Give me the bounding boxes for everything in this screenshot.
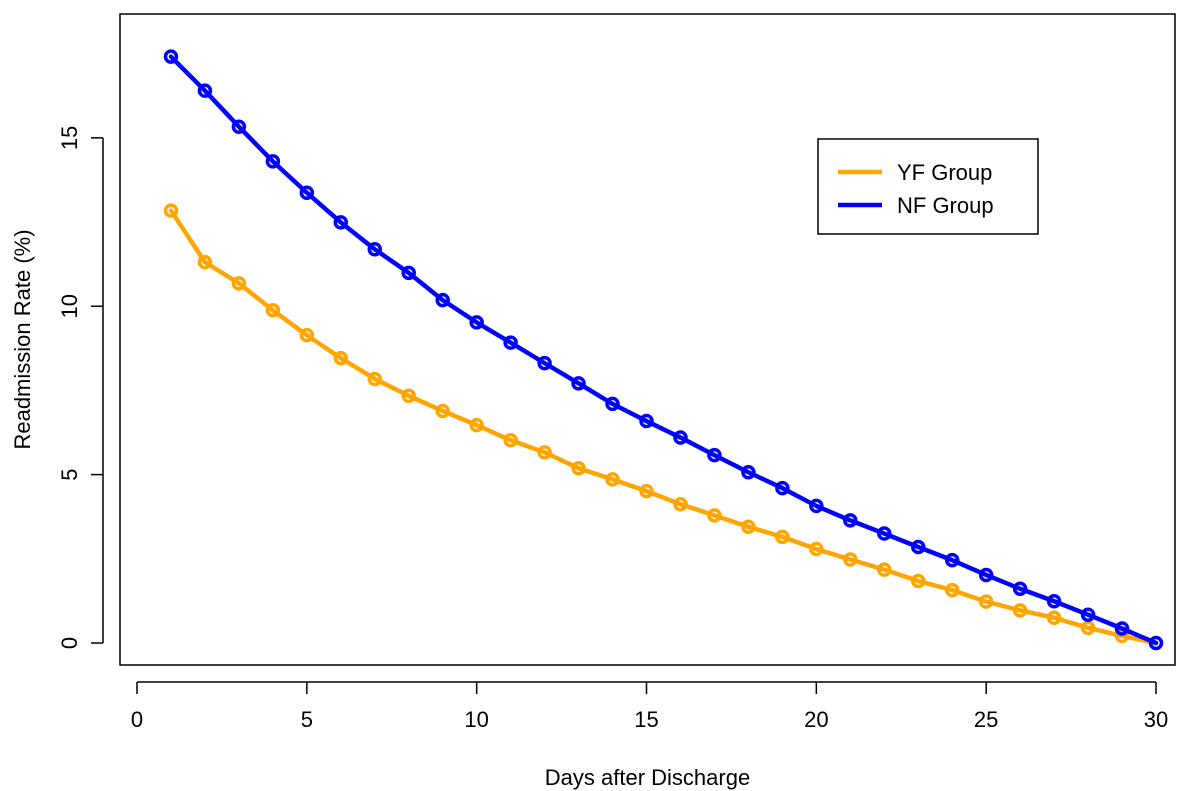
nf-group-point bbox=[910, 539, 926, 555]
yf-group-point bbox=[775, 529, 790, 545]
y-tick-label: 15 bbox=[57, 126, 82, 150]
yf-group-point bbox=[503, 433, 518, 448]
yf-group-point bbox=[639, 483, 654, 499]
yf-group-point bbox=[741, 519, 756, 535]
nf-group-point bbox=[401, 265, 416, 281]
nf-group-point bbox=[469, 315, 484, 330]
x-tick-label: 10 bbox=[464, 707, 488, 732]
nf-group-point bbox=[333, 215, 349, 230]
x-axis-title: Days after Discharge bbox=[545, 765, 750, 790]
yf-group-point bbox=[1012, 603, 1028, 618]
nf-group-point bbox=[843, 513, 858, 528]
nf-group-point bbox=[1114, 621, 1130, 636]
nf-group-point bbox=[435, 292, 450, 308]
nf-group-point bbox=[537, 355, 552, 371]
nf-group-point bbox=[1148, 635, 1164, 651]
nf-group-point bbox=[299, 185, 315, 200]
nf-group-point bbox=[707, 447, 722, 463]
legend-label: NF Group bbox=[897, 193, 994, 218]
yf-group-point bbox=[877, 562, 892, 577]
yf-group-point bbox=[299, 327, 315, 343]
x-tick-label: 15 bbox=[634, 707, 658, 732]
x-tick-label: 25 bbox=[974, 707, 998, 732]
yf-group-point bbox=[1080, 620, 1096, 636]
nf-group-point bbox=[1046, 593, 1062, 609]
nf-group-point bbox=[503, 335, 518, 350]
plot-frame bbox=[119, 13, 1176, 666]
yf-group-point bbox=[571, 460, 586, 476]
nf-group-point bbox=[231, 119, 247, 134]
y-tick-label: 10 bbox=[57, 294, 82, 318]
yf-group-point bbox=[910, 573, 926, 589]
nf-group-point bbox=[673, 430, 688, 445]
nf-group-point bbox=[639, 413, 654, 429]
nf-group-point bbox=[197, 83, 213, 98]
x-tick-label: 0 bbox=[131, 707, 143, 732]
yf-group-point bbox=[163, 203, 179, 218]
legend-label: YF Group bbox=[897, 160, 992, 185]
legend-box bbox=[817, 138, 1039, 235]
yf-group-point bbox=[401, 388, 416, 404]
yf-group-point bbox=[944, 582, 960, 598]
yf-group-line bbox=[168, 208, 1159, 646]
x-tick-label: 5 bbox=[301, 707, 313, 732]
y-tick-label: 0 bbox=[57, 637, 82, 649]
nf-group-point bbox=[944, 552, 960, 568]
yf-group-point bbox=[605, 472, 620, 487]
nf-group-point bbox=[809, 498, 824, 514]
yf-group-point bbox=[333, 350, 349, 366]
nf-group-point bbox=[1080, 607, 1096, 622]
yf-group-point bbox=[469, 417, 484, 433]
yf-group-point bbox=[978, 594, 994, 609]
yf-group-point bbox=[843, 552, 858, 567]
nf-group-point bbox=[741, 465, 756, 480]
yf-group-point bbox=[809, 541, 824, 557]
yf-group-point bbox=[1046, 610, 1062, 625]
nf-group-point bbox=[978, 567, 994, 583]
nf-group-point bbox=[265, 154, 281, 169]
x-tick-label: 20 bbox=[804, 707, 828, 732]
yf-group-series bbox=[163, 203, 1164, 651]
nf-group-point bbox=[877, 526, 892, 541]
nf-group-point bbox=[775, 480, 790, 496]
yf-group-point bbox=[231, 276, 247, 291]
yf-group-point bbox=[707, 508, 722, 523]
nf-group-point bbox=[1012, 581, 1028, 597]
x-tick-label: 30 bbox=[1144, 707, 1168, 732]
nf-group-point bbox=[367, 242, 383, 257]
yf-group-point bbox=[537, 445, 552, 460]
yf-group-point bbox=[265, 303, 281, 318]
nf-group-point bbox=[571, 376, 586, 391]
legend: YF Group NF Group bbox=[817, 138, 1039, 235]
yf-group-point bbox=[673, 497, 688, 512]
y-tick-label: 5 bbox=[57, 468, 82, 480]
nf-group-point bbox=[163, 49, 179, 64]
nf-group-point bbox=[605, 396, 620, 412]
nf-group-series bbox=[163, 49, 1164, 651]
yf-group-point bbox=[367, 371, 383, 387]
yf-group-point bbox=[435, 403, 450, 419]
yf-group-point bbox=[197, 254, 213, 270]
y-axis-title: Readmission Rate (%) bbox=[10, 229, 35, 449]
